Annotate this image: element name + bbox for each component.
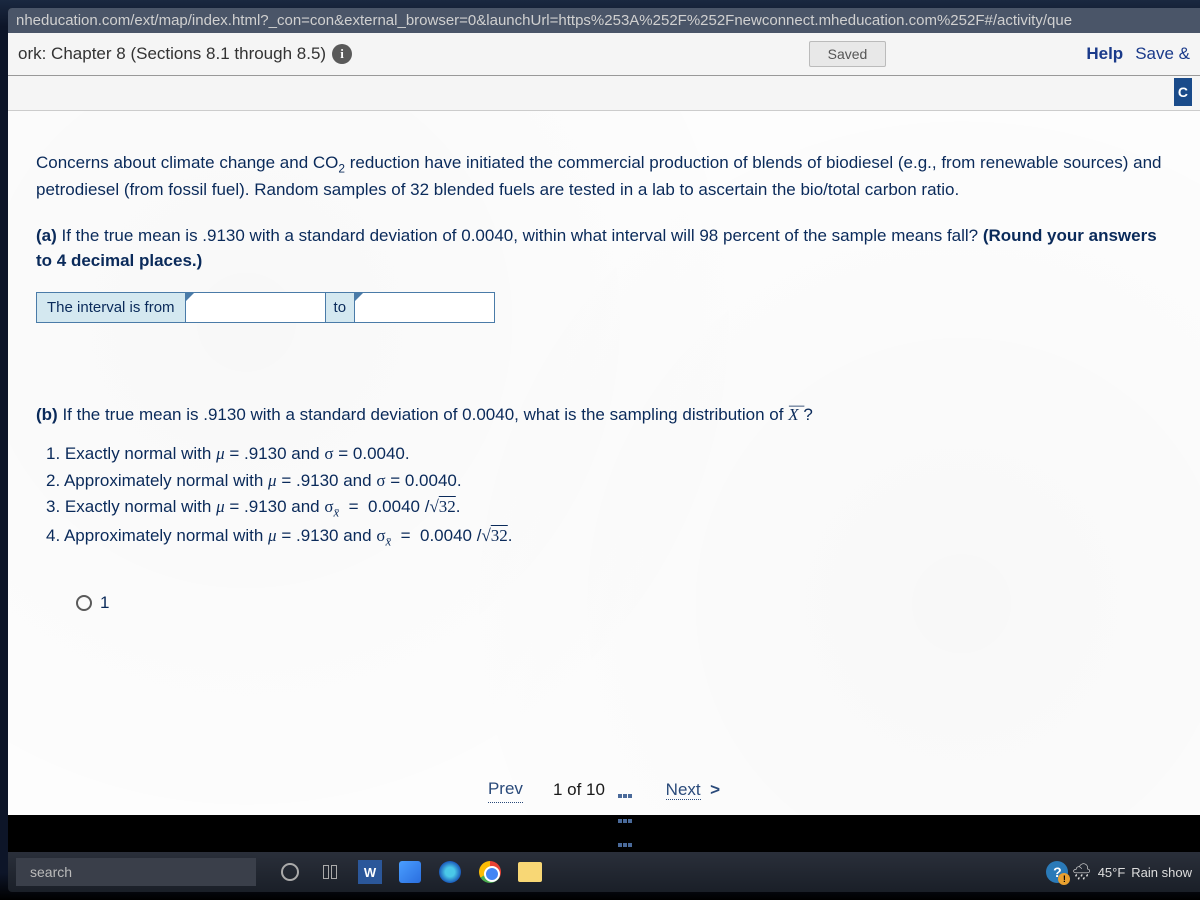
interval-input-row: The interval is from to [36, 292, 1172, 324]
part-b-body: If the true mean is .9130 with a standar… [62, 405, 788, 424]
weather-widget[interactable]: 🌧 45°F Rain show [1071, 862, 1192, 882]
radio-icon[interactable] [76, 595, 92, 611]
question-counter: 1 of 10 [553, 780, 605, 799]
edge-icon[interactable] [436, 858, 464, 886]
option-2: 2. Approximately normal with μ = .9130 a… [46, 469, 1172, 494]
option-4: 4. Approximately normal with μ = .9130 a… [46, 524, 1172, 551]
chevron-right-icon: > [710, 780, 720, 799]
help-link[interactable]: Help [1086, 44, 1123, 64]
weather-condition: Rain show [1131, 865, 1192, 880]
interval-from-label: The interval is from [36, 292, 186, 324]
grid-icon[interactable] [618, 781, 636, 799]
get-help-icon[interactable]: ? [1043, 858, 1071, 886]
radio-option-1[interactable]: 1 [76, 591, 1172, 616]
next-button[interactable]: Next [666, 780, 701, 800]
interval-to-label: to [326, 292, 356, 324]
answer-options: 1. Exactly normal with μ = .9130 and σ =… [46, 442, 1172, 551]
task-view-icon[interactable] [316, 858, 344, 886]
cortana-icon[interactable] [276, 858, 304, 886]
option-1: 1. Exactly normal with μ = .9130 and σ =… [46, 442, 1172, 467]
option-3: 3. Exactly normal with μ = .9130 and σx̄… [46, 495, 1172, 522]
prev-button[interactable]: Prev [488, 777, 523, 803]
taskbar-icons: W [276, 858, 544, 886]
saved-indicator: Saved [809, 41, 887, 67]
part-a-body: If the true mean is .9130 with a standar… [62, 226, 983, 245]
part-b-label: (b) [36, 405, 62, 424]
assignment-header: ork: Chapter 8 (Sections 8.1 through 8.5… [8, 33, 1200, 76]
interval-to-input[interactable] [355, 292, 495, 324]
cloud-icon: 🌧 [1071, 862, 1091, 882]
weather-temp: 45°F [1098, 865, 1126, 880]
windows-taskbar: search W ? 🌧 45°F Rain show [8, 852, 1200, 892]
taskbar-search[interactable]: search [16, 858, 256, 886]
url-bar[interactable]: nheducation.com/ext/map/index.html?_con=… [8, 8, 1200, 33]
chrome-icon[interactable] [476, 858, 504, 886]
question-intro: Concerns about climate change and CO2 re… [36, 151, 1172, 202]
question-counter-group: 1 of 10 [553, 778, 636, 803]
part-a-text: (a) If the true mean is .9130 with a sta… [36, 224, 1172, 273]
x-bar-symbol: X [788, 403, 798, 428]
sub-header: C [8, 76, 1200, 111]
next-button-group[interactable]: Next > [666, 778, 720, 803]
part-b-text: (b) If the true mean is .9130 with a sta… [36, 403, 1172, 428]
assignment-title: ork: Chapter 8 (Sections 8.1 through 8.5… [18, 44, 326, 64]
question-content: Concerns about climate change and CO2 re… [8, 111, 1200, 815]
check-work-button[interactable]: C [1174, 78, 1192, 106]
save-exit-button[interactable]: Save & [1135, 44, 1190, 64]
file-explorer-icon[interactable] [516, 858, 544, 886]
question-nav: Prev 1 of 10 Next > [8, 777, 1200, 803]
word-icon[interactable]: W [356, 858, 384, 886]
radio-1-label: 1 [100, 591, 109, 616]
part-a-label: (a) [36, 226, 62, 245]
interval-from-input[interactable] [186, 292, 326, 324]
store-icon[interactable] [396, 858, 424, 886]
info-icon[interactable]: i [332, 44, 352, 64]
